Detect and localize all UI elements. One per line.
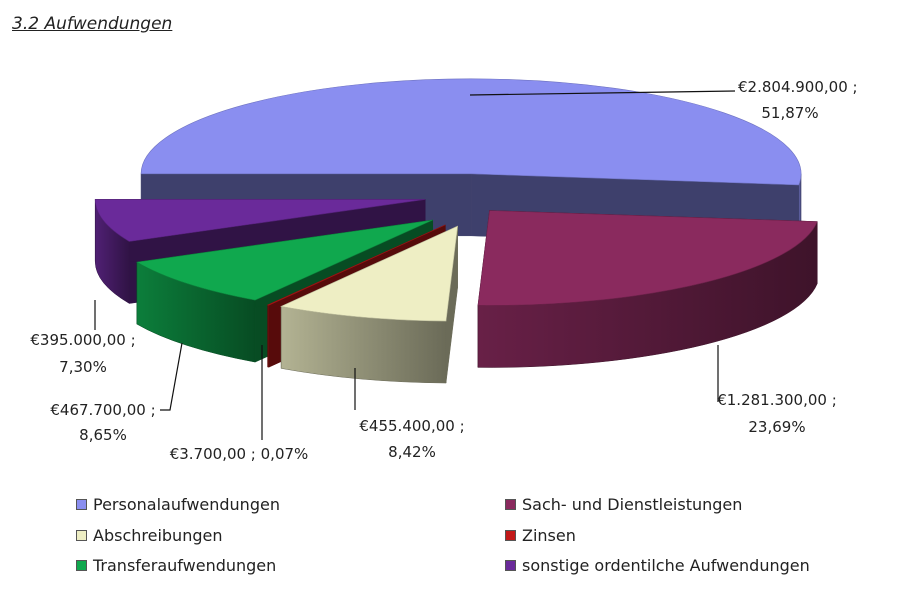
data-label-percent-5: 8,65% (79, 426, 127, 444)
data-label-percent-2: 23,69% (748, 418, 805, 436)
data-label-percent-3: 8,42% (388, 443, 436, 461)
data-label-percent-1: 51,87% (761, 104, 818, 122)
page-heading: 3.2 Aufwendungen (12, 14, 173, 34)
pie-slice-3 (280, 225, 458, 384)
data-label-value-3: €455.400,00 ; (359, 417, 464, 435)
data-label-value-4: €3.700,00 ; 0,07% (170, 445, 309, 463)
data-label-value-1: €2.804.900,00 ; (738, 78, 858, 96)
leader-line-1 (469, 90, 736, 96)
leader-line-5 (160, 342, 183, 411)
data-label-value-2: €1.281.300,00 ; (717, 391, 837, 409)
data-label-percent-6: 7,30% (59, 358, 107, 376)
pie-slice-2 (477, 210, 818, 368)
data-label-value-6: €395.000,00 ; (30, 331, 135, 349)
data-label-value-5: €467.700,00 ; (50, 401, 155, 419)
